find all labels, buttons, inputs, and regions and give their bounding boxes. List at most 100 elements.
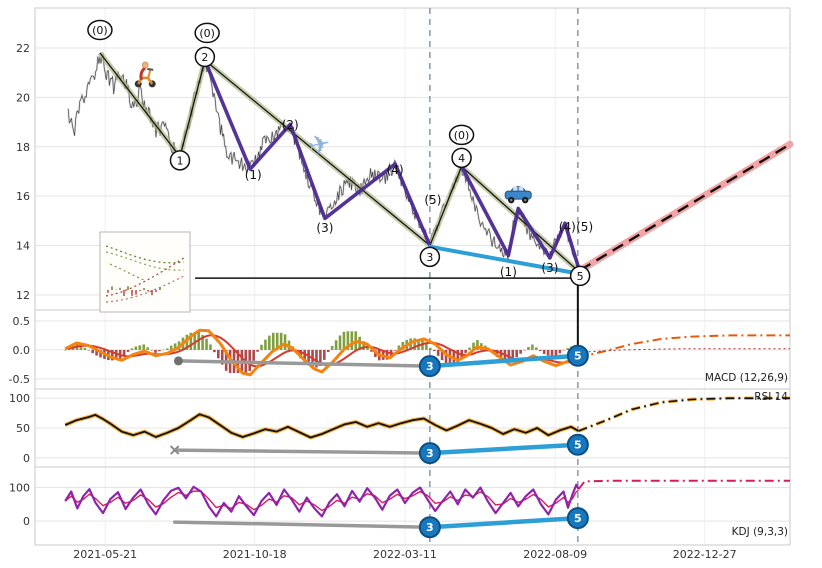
kdj-wave-marker-3: 3 bbox=[418, 516, 441, 539]
macd-histogram-bar bbox=[279, 332, 283, 350]
wave-label-(4): (4) bbox=[387, 163, 404, 177]
macd-histogram-bar bbox=[315, 349, 318, 368]
macd-histogram-bar bbox=[299, 349, 303, 359]
macd-histogram-bar bbox=[83, 347, 87, 350]
macd-histogram-bar bbox=[503, 349, 507, 362]
kdj-panel-label: KDJ (9,3,3) bbox=[732, 526, 788, 538]
macd-histogram-bar bbox=[562, 349, 566, 351]
wave-label-text: (0) bbox=[92, 24, 108, 37]
macd-histogram-bar bbox=[338, 335, 342, 350]
macd-histogram-bar bbox=[99, 349, 102, 358]
macd-histogram-bar bbox=[511, 349, 515, 362]
wave-label-text: 1 bbox=[176, 154, 183, 167]
kdj-k-line bbox=[64, 483, 580, 518]
macd-histogram-bar bbox=[307, 349, 310, 366]
x-tick-label: 2021-05-21 bbox=[73, 548, 137, 561]
kdj-blue-trendline bbox=[427, 515, 581, 530]
y-tick-label: 16 bbox=[16, 190, 30, 203]
marker-number: 3 bbox=[426, 360, 434, 373]
marker-number: 3 bbox=[426, 447, 434, 460]
macd-histogram-bar bbox=[444, 349, 448, 364]
wave-label-circled-3: 3 bbox=[419, 246, 441, 268]
macd-histogram-bar bbox=[334, 340, 338, 350]
macd-blue-trendline bbox=[427, 353, 581, 369]
price-blue-trendline bbox=[427, 244, 583, 276]
wave-label-text: 2 bbox=[201, 51, 208, 64]
marker-number: 3 bbox=[426, 521, 434, 534]
y-tick-label: 100 bbox=[9, 392, 30, 405]
marker-number: 5 bbox=[574, 350, 582, 363]
macd-histogram-bar bbox=[126, 349, 130, 352]
macd-histogram-bar bbox=[169, 345, 173, 350]
macd-histogram-bar bbox=[319, 349, 322, 366]
wave-label-(1): (1) bbox=[245, 168, 262, 182]
wave-label-(3): (3) bbox=[541, 261, 558, 275]
macd-histogram-bar bbox=[413, 338, 416, 350]
macd-histogram-bar bbox=[397, 345, 401, 350]
y-tick-label: 0 bbox=[23, 515, 30, 528]
macd-wave-marker-3: 3 bbox=[418, 355, 441, 378]
macd-histogram-bar bbox=[303, 349, 306, 363]
macd-histogram-bar bbox=[346, 331, 350, 350]
macd-histogram-bar bbox=[546, 349, 550, 356]
macd-histogram-bar bbox=[162, 349, 165, 351]
wave-label-circled-2: 2 bbox=[194, 46, 216, 68]
macd-histogram-bar bbox=[283, 334, 287, 350]
macd-histogram-bar bbox=[342, 331, 346, 350]
macd-histogram-bar bbox=[130, 348, 134, 350]
macd-histogram-bar bbox=[150, 349, 153, 351]
macd-histogram-bar bbox=[476, 340, 479, 350]
macd-histogram-bar bbox=[436, 349, 440, 356]
macd-histogram-bar bbox=[515, 349, 518, 358]
macd-histogram-bar bbox=[87, 349, 91, 351]
rsi-wave-marker-3: 3 bbox=[418, 442, 441, 465]
macd-histogram-bar bbox=[91, 349, 94, 354]
rsi-projection-line bbox=[578, 397, 790, 432]
macd-histogram-bar bbox=[362, 341, 365, 350]
wave-label-text: (0) bbox=[454, 129, 470, 142]
macd-histogram-bar bbox=[401, 341, 405, 350]
marker-number: 5 bbox=[574, 439, 582, 452]
macd-histogram-bar bbox=[527, 347, 530, 350]
macd-histogram-bar bbox=[220, 349, 224, 365]
macd-histogram-bar bbox=[138, 345, 142, 350]
macd-histogram-bar bbox=[264, 339, 267, 350]
scooter-icon bbox=[134, 61, 156, 88]
macd-histogram-bar bbox=[142, 344, 146, 350]
wave-label-circled-(0): (0) bbox=[194, 22, 220, 44]
macd-histogram-bar bbox=[193, 332, 197, 350]
wave-label-circled-(0): (0) bbox=[87, 19, 113, 41]
macd-histogram-bar bbox=[260, 344, 263, 350]
wave-label-circled-4: 4 bbox=[451, 147, 472, 169]
macd-histogram-bar bbox=[558, 349, 562, 354]
macd-histogram-bar bbox=[201, 335, 204, 350]
macd-histogram-bar bbox=[535, 347, 538, 350]
macd-histogram-bar bbox=[350, 331, 354, 350]
macd-histogram-bar bbox=[554, 349, 558, 358]
wave-label-text: 4 bbox=[458, 152, 465, 165]
y-tick-label: 18 bbox=[16, 141, 30, 154]
macd-histogram-bar bbox=[323, 349, 326, 360]
x-tick-label: 2022-08-09 bbox=[523, 548, 587, 561]
macd-histogram-bar bbox=[248, 349, 252, 371]
y-tick-label: 0.0 bbox=[13, 344, 31, 357]
macd-histogram-bar bbox=[472, 342, 475, 350]
macd-histogram-bar bbox=[519, 349, 522, 354]
wave-label-(1): (1) bbox=[500, 265, 517, 279]
wave-label-(4): (4) bbox=[559, 220, 576, 234]
y-tick-label: 0.5 bbox=[13, 315, 31, 328]
wave-label-(3): (3) bbox=[316, 221, 333, 235]
macd-histogram-bar bbox=[217, 349, 220, 359]
plot-border bbox=[34, 7, 791, 546]
rsi-line bbox=[64, 413, 580, 439]
y-tick-label: -0.5 bbox=[9, 373, 30, 386]
wave-label-text: 3 bbox=[426, 251, 433, 264]
macd-histogram-bar bbox=[165, 348, 169, 350]
rsi-panel-label: RSI 14 bbox=[754, 391, 788, 403]
macd-histogram-bar bbox=[468, 347, 471, 350]
macd-histogram-bar bbox=[370, 349, 373, 352]
macd-histogram-bar bbox=[456, 349, 460, 365]
macd-histogram-bar bbox=[185, 334, 189, 350]
macd-histogram-bar bbox=[134, 346, 138, 350]
